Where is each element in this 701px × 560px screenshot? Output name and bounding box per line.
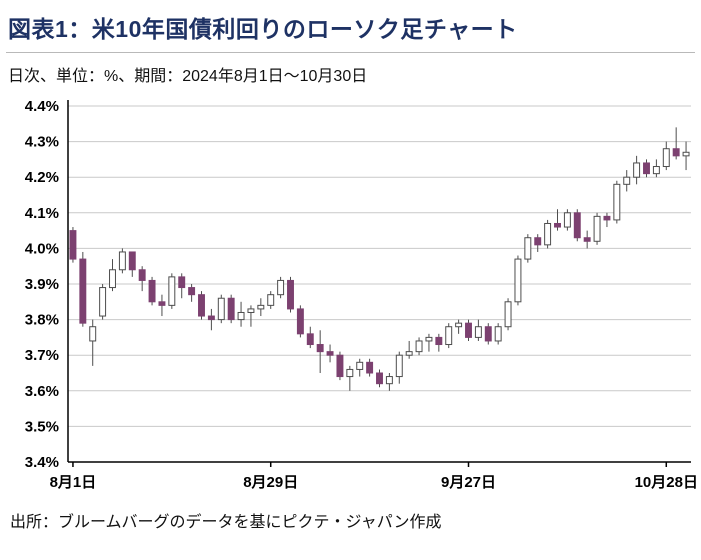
page-title: 図表1：米10年国債利回りのローソク足チャート — [8, 16, 518, 42]
svg-text:3.7%: 3.7% — [25, 347, 59, 364]
svg-text:10月28日: 10月28日 — [635, 474, 698, 491]
chart-subtitle: 日次、単位：%、期間：2024年8月1日～10月30日 — [8, 68, 368, 85]
svg-text:4.3%: 4.3% — [25, 134, 59, 151]
svg-text:8月1日: 8月1日 — [50, 474, 97, 491]
svg-text:3.6%: 3.6% — [25, 383, 59, 400]
svg-text:3.5%: 3.5% — [25, 418, 59, 435]
svg-text:4.0%: 4.0% — [25, 240, 59, 257]
svg-text:3.4%: 3.4% — [25, 454, 59, 471]
candlestick-chart: 3.4% 3.5% 3.6% 3.7% 3.8% 3.9% 4.0% 4.1% 4.2% 4.3%… — [6, 94, 701, 498]
svg-text:8月29日: 8月29日 — [243, 474, 298, 491]
candlestick-svg: 3.4% 3.5% 3.6% 3.7% 3.8% 3.9% 4.0% 4.1% 4.2% 4.3%… — [25, 98, 698, 491]
title-divider — [6, 52, 695, 53]
svg-text:3.9%: 3.9% — [25, 276, 59, 293]
svg-text:4.4%: 4.4% — [25, 98, 59, 115]
svg-text:4.2%: 4.2% — [25, 169, 59, 186]
svg-text:4.1%: 4.1% — [25, 205, 59, 222]
svg-text:3.8%: 3.8% — [25, 312, 59, 329]
source-note: 出所：ブルームバーグのデータを基にピクテ・ジャパン作成 — [10, 514, 442, 531]
svg-text:9月27日: 9月27日 — [441, 474, 496, 491]
